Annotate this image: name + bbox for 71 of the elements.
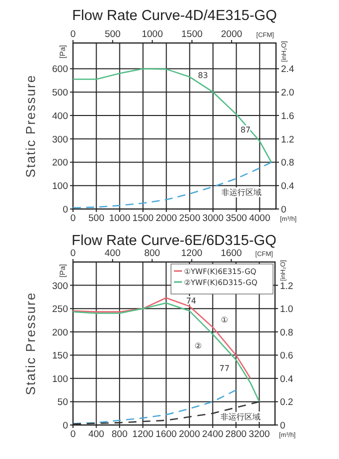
chart-title: Flow Rate Curve-4D/4E315-GQ <box>72 8 277 24</box>
x-tick-label: 1600 <box>156 429 177 440</box>
y-tick-label: 400 <box>52 110 68 122</box>
y-axis-title: Static Pressure <box>23 74 38 178</box>
x2-tick-label: 400 <box>104 248 120 259</box>
y2-tick-label: 0 <box>281 204 286 216</box>
y2-tick-label: 2.0 <box>281 88 294 99</box>
annotation: 83 <box>198 70 208 80</box>
y-axis-title: Static Pressure <box>23 292 38 396</box>
y2-tick-label: 0.2 <box>280 397 294 408</box>
y-tick-label: 0 <box>62 420 68 432</box>
line-series <box>72 297 252 380</box>
line-series <box>72 389 237 424</box>
x-tick-label: 800 <box>112 429 128 440</box>
x-tick-label: 0 <box>70 213 76 224</box>
line-series <box>72 68 272 163</box>
annotation: 87 <box>240 126 251 135</box>
x2-tick-label: 0 <box>70 248 76 259</box>
x2-tick-label: 1500 <box>181 29 203 40</box>
x2-tick-label: 2000 <box>221 29 242 40</box>
x-tick-label: 400 <box>88 429 104 440</box>
y-tick-label: 250 <box>52 304 68 316</box>
y-tick-label: 300 <box>52 280 68 292</box>
line-series <box>72 162 272 208</box>
y-tick-label: 300 <box>52 134 68 146</box>
x-tick-label: 3000 <box>202 213 224 224</box>
x-tick-label: 4000 <box>249 213 270 224</box>
x2-tick-label: 1200 <box>181 248 202 259</box>
line-series <box>72 401 260 425</box>
y-tick-label: 0 <box>62 204 68 216</box>
y2-tick-label: 1.6 <box>281 110 294 122</box>
x-tick-label: 3200 <box>248 429 270 440</box>
x-tick-label: 500 <box>88 213 104 224</box>
y2-tick-label: 1.0 <box>280 304 294 316</box>
x-tick-label: 2500 <box>179 213 200 224</box>
x-tick-label: 1000 <box>109 213 130 224</box>
x-tick-label: 2000 <box>156 213 177 224</box>
y-tick-label: 100 <box>52 181 68 192</box>
x2-tick-label: 1000 <box>142 29 163 40</box>
x-tick-label: 1500 <box>132 213 154 224</box>
line-series <box>72 302 260 402</box>
y2-tick-label: 0.8 <box>280 327 294 338</box>
y2-tick-label: 1.2 <box>281 134 294 146</box>
y2-tick-label: 0.4 <box>281 181 294 192</box>
x-tick-label: 2800 <box>225 429 247 440</box>
y-tick-label: 200 <box>52 158 68 169</box>
y-tick-label: 200 <box>52 327 68 338</box>
x-tick-label: 0 <box>70 429 76 440</box>
x-tick-label: 2400 <box>202 429 224 440</box>
y2-tick-label: 0 <box>280 420 286 432</box>
chart-title: Flow Rate Curve-6E/6D315-GQ <box>72 233 276 249</box>
y2-tick-label: 0.6 <box>280 350 294 362</box>
y-tick-label: 150 <box>52 350 68 362</box>
annotation: 77 <box>219 364 230 374</box>
y-tick-label: 600 <box>52 64 68 76</box>
y-tick-label: 500 <box>52 88 68 99</box>
annotation: ① <box>220 315 228 324</box>
y2-tick-label: 0.8 <box>281 158 294 169</box>
x2-tick-label: 500 <box>104 29 121 40</box>
x2-tick-label: 1600 <box>220 248 242 259</box>
x-tick-label: 1200 <box>132 429 154 440</box>
annotation: ② <box>194 341 202 350</box>
y2-tick-label: 1.2 <box>280 280 294 292</box>
x2-tick-label: 800 <box>144 248 160 259</box>
y-tick-label: 100 <box>52 374 68 385</box>
y2-tick-label: 2.4 <box>281 64 294 76</box>
x-tick-label: 3500 <box>226 213 247 224</box>
y-tick-label: 50 <box>57 397 68 408</box>
x2-tick-label: 0 <box>70 29 76 40</box>
y2-tick-label: 0.4 <box>280 374 294 385</box>
x-tick-label: 2000 <box>178 429 200 440</box>
